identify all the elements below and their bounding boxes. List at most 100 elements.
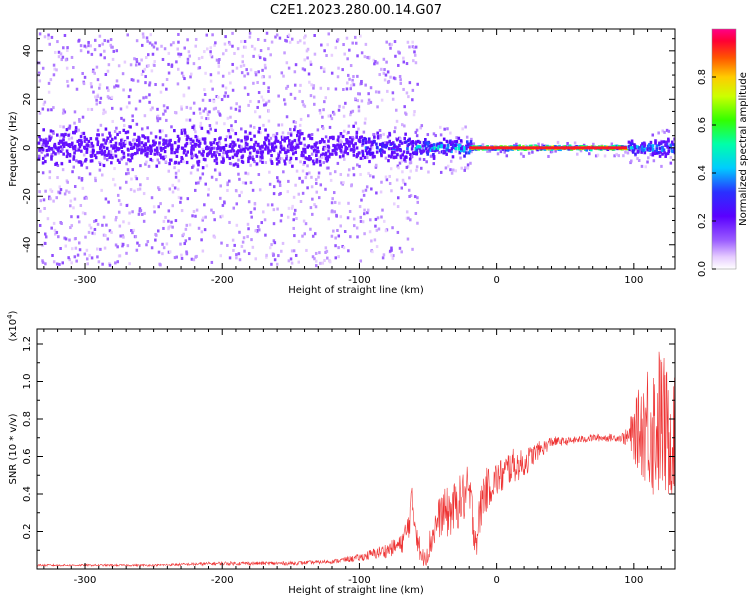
spectrogram-cell xyxy=(192,209,196,213)
spectrogram-cell xyxy=(440,145,443,149)
spectrogram-cell xyxy=(188,54,192,58)
spectrogram-cell xyxy=(246,133,250,137)
spectrogram-cell xyxy=(89,44,92,48)
spectrogram-cell xyxy=(65,142,68,147)
spectrogram-cell xyxy=(317,196,321,200)
spectrogram-cell xyxy=(351,135,355,139)
spectrogram-cell xyxy=(238,105,242,109)
spectrogram-cell xyxy=(122,118,126,122)
spectrogram-cell xyxy=(302,155,305,159)
x-tick-label: -200 xyxy=(211,275,234,286)
spectrogram-cell xyxy=(488,149,492,153)
spectrogram-cell xyxy=(93,153,97,157)
spectrogram-cell xyxy=(201,218,204,222)
spectrogram-cell xyxy=(264,66,267,70)
spectrogram-cell xyxy=(277,94,280,98)
spectrogram-cell xyxy=(349,148,353,152)
spectrogram-cell xyxy=(182,148,186,152)
spectrogram-cell xyxy=(81,211,85,215)
spectrogram-cell xyxy=(47,148,51,152)
spectrogram-cell xyxy=(50,157,53,161)
spectrogram-cell xyxy=(466,166,470,170)
spectrogram-cell xyxy=(399,149,402,153)
spectrogram-cell xyxy=(125,180,128,184)
spectrogram-cell xyxy=(630,159,633,163)
spectrogram-cell xyxy=(216,147,219,151)
spectrogram-cell xyxy=(384,145,388,149)
spectrogram-cell xyxy=(187,86,191,90)
spectrogram-cell xyxy=(82,82,86,86)
spectrogram-cell xyxy=(275,157,279,161)
spectrogram-cell xyxy=(107,200,110,204)
spectrogram-cell xyxy=(390,253,393,257)
spectrogram-cell xyxy=(276,207,279,211)
spectrogram-cell xyxy=(366,146,369,150)
spectrogram-cell xyxy=(147,164,151,168)
spectrogram-cell xyxy=(465,135,469,139)
x-tick-label: 100 xyxy=(624,575,643,586)
spectrogram-cell xyxy=(255,150,259,154)
spectrogram-cell xyxy=(451,155,455,159)
spectrogram-cell xyxy=(244,146,248,150)
spectrogram-cell xyxy=(646,148,650,152)
spectrogram-cell xyxy=(660,146,664,150)
spectrogram-cell xyxy=(167,209,171,213)
spectrogram-cell xyxy=(321,115,324,119)
spectrogram-cell xyxy=(106,86,109,90)
spectrogram-cell xyxy=(421,144,425,148)
spectrogram-cell xyxy=(327,139,330,143)
spectrogram-cell xyxy=(518,144,522,148)
spectrogram-cell xyxy=(108,131,111,135)
spectrogram-cell xyxy=(374,163,378,167)
spectrogram-cell xyxy=(384,141,387,145)
spectrogram-cell xyxy=(153,152,157,156)
spectrogram-cell xyxy=(337,66,340,70)
spectrogram-cell xyxy=(261,150,265,154)
spectrogram-cell xyxy=(190,156,194,160)
spectrogram-cell xyxy=(401,178,405,182)
spectrogram-cell xyxy=(137,140,141,144)
spectrogram-cell xyxy=(229,81,232,85)
snr-trace xyxy=(37,351,675,568)
spectrogram-cell xyxy=(122,128,126,132)
spectrogram-cell xyxy=(79,203,83,207)
spectrogram-cell xyxy=(300,153,304,158)
spectrogram-cell xyxy=(62,46,65,50)
spectrogram-cell xyxy=(201,172,205,176)
snr-y-ticks: 0.20.40.60.81.01.2 xyxy=(22,336,675,551)
spectrogram-cell xyxy=(322,108,325,112)
spectrogram-cell xyxy=(256,105,259,109)
spectrogram-cell xyxy=(209,149,212,154)
spectrogram-cell xyxy=(148,93,151,97)
spectrogram-cell xyxy=(351,41,354,45)
spectrogram-cell xyxy=(261,75,264,79)
spectrogram-cell xyxy=(123,60,127,64)
spectrogram-cell xyxy=(172,41,175,45)
spectrogram-cell xyxy=(364,188,368,192)
spectrogram-cell xyxy=(272,134,276,138)
spectrogram-cell xyxy=(344,148,347,152)
spectrogram-cell xyxy=(229,115,232,119)
spectrogram-cell xyxy=(74,246,78,250)
spectrogram-cell xyxy=(232,144,235,148)
spectrogram-cell xyxy=(299,160,302,164)
snr-series-line xyxy=(37,351,675,568)
spectrogram-cell xyxy=(213,235,217,239)
spectrogram-cell xyxy=(343,157,346,161)
spectrogram-cell xyxy=(449,139,452,143)
spectrogram-cell xyxy=(285,86,288,90)
spectrogram-cell xyxy=(642,141,646,146)
spectrogram-cell xyxy=(83,135,87,139)
spectrogram-cell xyxy=(145,36,149,40)
spectrogram-cell xyxy=(83,146,87,150)
spectrogram-cell xyxy=(461,145,464,149)
spectrogram-cell xyxy=(428,148,431,152)
spectrogram-cell xyxy=(223,122,226,126)
spectrogram-cell xyxy=(133,132,136,136)
spectrogram-cell xyxy=(305,248,308,252)
spectrogram-cell xyxy=(266,133,270,137)
spectrogram-cell xyxy=(264,144,268,148)
spectrogram-cell xyxy=(394,54,397,58)
spectrogram-cell xyxy=(145,95,148,99)
spectrogram-cell xyxy=(213,43,216,47)
